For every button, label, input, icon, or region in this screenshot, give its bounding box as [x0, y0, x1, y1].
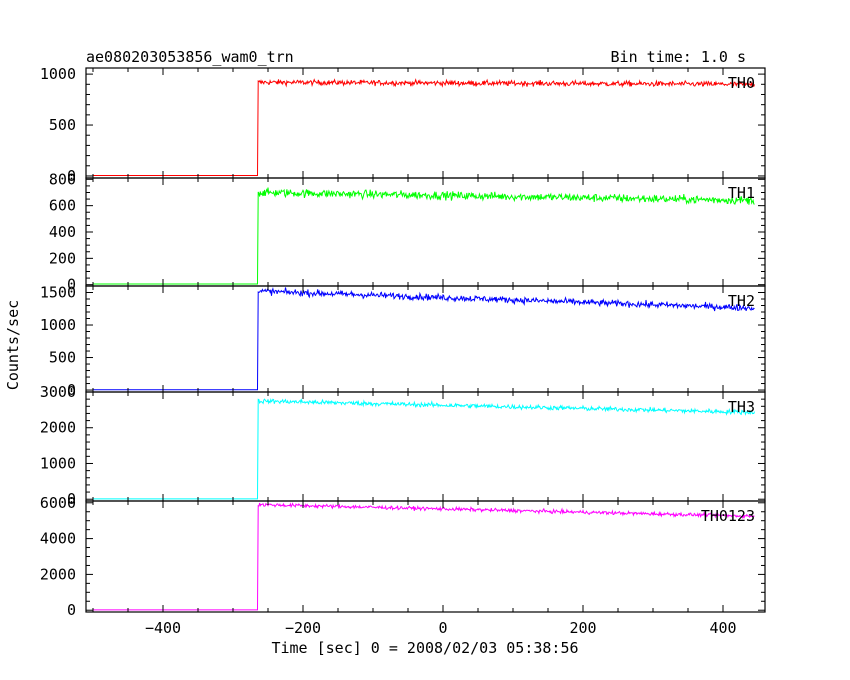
x-tick-label: 400 — [709, 619, 736, 637]
panel-name-label: TH0 — [728, 74, 755, 92]
y-tick-label: 0 — [67, 381, 76, 399]
y-tick-label: 0 — [67, 490, 76, 508]
y-tick-label: 1000 — [40, 454, 76, 472]
y-tick-label: 200 — [49, 249, 76, 267]
y-tick-label: 4000 — [40, 530, 76, 548]
panel-name-label: TH1 — [728, 184, 755, 202]
y-tick-label: 1000 — [40, 65, 76, 83]
chart-title: ae080203053856_wam0_trn — [86, 48, 294, 66]
y-axis-label: Counts/sec — [4, 300, 22, 390]
y-tick-label: 2000 — [40, 419, 76, 437]
y-tick-label: 1000 — [40, 316, 76, 334]
panel-name-label: TH0123 — [701, 507, 755, 525]
x-tick-label: −200 — [285, 619, 321, 637]
panel-th2: 0 500 1000 1500 TH2 — [40, 284, 766, 399]
series-th0123 — [93, 502, 755, 611]
y-tick-label: 6000 — [40, 494, 76, 512]
panel-frame — [85, 500, 766, 613]
x-tick-label: −400 — [145, 619, 181, 637]
series-th1 — [93, 187, 755, 285]
panel-name-label: TH3 — [728, 398, 755, 416]
series-th0 — [93, 78, 755, 176]
y-tick-label: 0 — [67, 601, 76, 619]
y-tick-label: 0 — [67, 167, 76, 185]
panel-th1: 0 200 400 600 800 TH1 — [49, 170, 766, 294]
panels-group: 0 500 1000 TH0 0 200 400 600 800 TH1 0 500 1000 1500 T… — [40, 65, 766, 619]
series-th2 — [93, 287, 755, 391]
y-tick-label: 500 — [49, 349, 76, 367]
y-tick-label: 2000 — [40, 565, 76, 583]
y-tick-label: 800 — [49, 170, 76, 188]
y-tick-label: 1500 — [40, 284, 76, 302]
series-th3 — [93, 398, 755, 500]
panel-th0123: 0 2000 4000 6000 TH0123 — [40, 494, 766, 619]
x-axis-label: Time [sec] 0 = 2008/02/03 05:38:56 — [271, 639, 578, 657]
bin-time-label: Bin time: 1.0 s — [611, 48, 746, 66]
x-tick-label: 200 — [569, 619, 596, 637]
panel-frame — [85, 67, 766, 179]
panel-name-label: TH2 — [728, 292, 755, 310]
x-axis: −400 −200 0 200 400 — [145, 619, 737, 637]
y-tick-label: 400 — [49, 223, 76, 241]
x-tick-label: 0 — [438, 619, 447, 637]
panel-th3: 0 1000 2000 3000 TH3 — [40, 383, 766, 508]
y-tick-label: 500 — [49, 116, 76, 134]
y-tick-label: 3000 — [40, 383, 76, 401]
y-tick-label: 0 — [67, 276, 76, 294]
y-tick-label: 600 — [49, 197, 76, 215]
panel-th0: 0 500 1000 TH0 — [40, 65, 766, 185]
panel-frame — [85, 285, 766, 393]
panel-frame — [85, 391, 766, 502]
